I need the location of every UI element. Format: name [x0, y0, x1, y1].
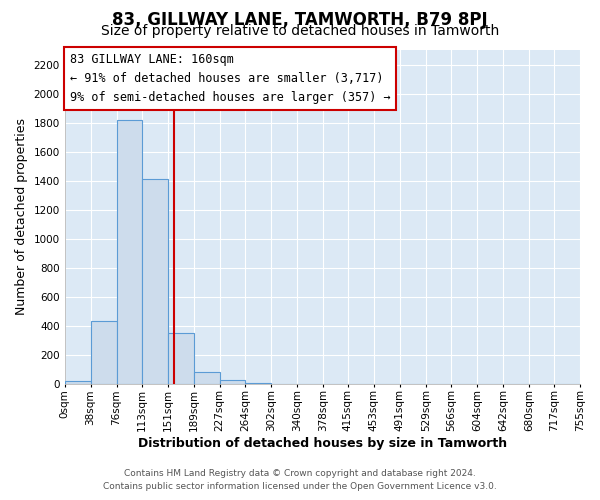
Y-axis label: Number of detached properties: Number of detached properties	[15, 118, 28, 316]
Text: 83, GILLWAY LANE, TAMWORTH, B79 8PJ: 83, GILLWAY LANE, TAMWORTH, B79 8PJ	[112, 11, 488, 29]
Bar	[116, 120, 142, 384]
Bar	[168, 333, 194, 384]
Bar	[220, 380, 245, 384]
Text: 83 GILLWAY LANE: 160sqm
← 91% of detached houses are smaller (3,717)
9% of semi-: 83 GILLWAY LANE: 160sqm ← 91% of detache…	[70, 54, 391, 104]
Bar	[142, 179, 168, 384]
Text: Contains HM Land Registry data © Crown copyright and database right 2024.
Contai: Contains HM Land Registry data © Crown c…	[103, 470, 497, 491]
Bar	[194, 372, 220, 384]
Bar	[91, 322, 116, 384]
Bar	[245, 383, 271, 384]
Text: Size of property relative to detached houses in Tamworth: Size of property relative to detached ho…	[101, 24, 499, 38]
Bar	[65, 381, 91, 384]
X-axis label: Distribution of detached houses by size in Tamworth: Distribution of detached houses by size …	[138, 437, 507, 450]
